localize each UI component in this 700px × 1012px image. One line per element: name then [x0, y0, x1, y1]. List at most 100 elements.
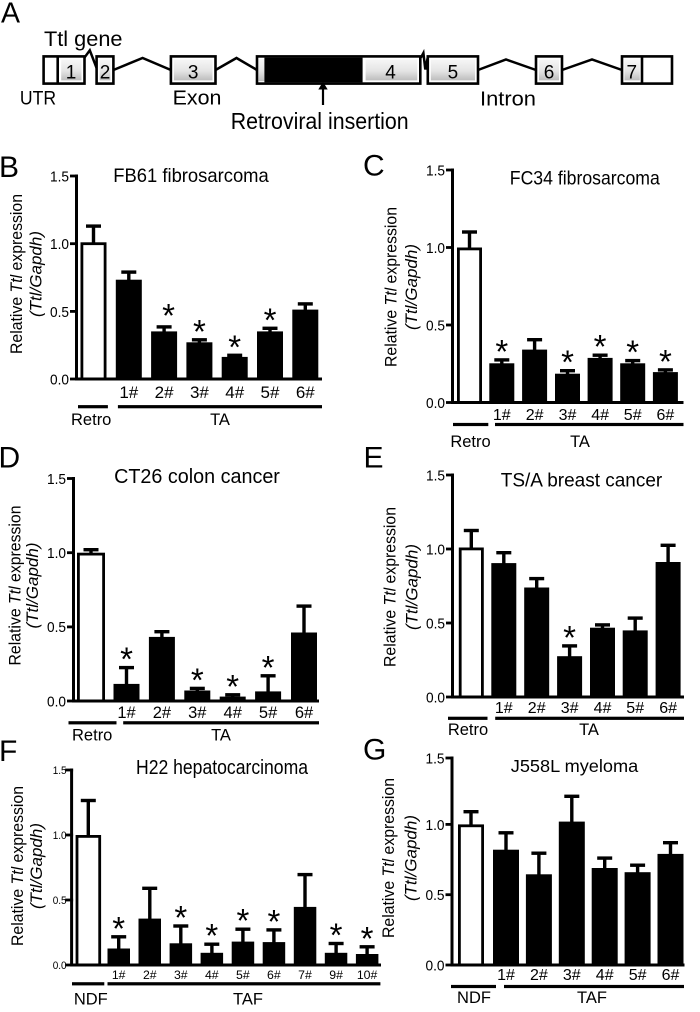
svg-text:FB61 fibrosarcoma: FB61 fibrosarcoma	[113, 165, 269, 187]
svg-text:UTR: UTR	[20, 89, 56, 110]
svg-text:*: *	[264, 301, 277, 338]
svg-text:(Ttl/Gapdh): (Ttl/Gapdh)	[402, 244, 421, 330]
svg-text:*: *	[267, 903, 280, 940]
svg-text:4#: 4#	[591, 407, 609, 424]
svg-text:NDF: NDF	[457, 989, 491, 1007]
svg-text:0.5: 0.5	[50, 304, 69, 321]
svg-text:Retro: Retro	[450, 433, 490, 451]
svg-text:7: 7	[627, 62, 638, 83]
svg-text:1.5: 1.5	[53, 765, 67, 777]
svg-text:*: *	[659, 343, 672, 380]
svg-text:*: *	[495, 333, 508, 370]
svg-text:6#: 6#	[295, 704, 314, 722]
svg-text:1: 1	[66, 62, 77, 83]
svg-text:1.5: 1.5	[426, 162, 445, 179]
svg-text:A: A	[1, 0, 20, 29]
svg-text:6: 6	[544, 62, 555, 83]
svg-text:CT26 colon cancer: CT26 colon cancer	[114, 466, 280, 488]
svg-text:Exon: Exon	[173, 88, 222, 110]
svg-text:1#: 1#	[495, 700, 513, 717]
svg-text:0.0: 0.0	[50, 371, 69, 388]
svg-text:TA: TA	[579, 721, 599, 739]
svg-text:*: *	[594, 328, 607, 365]
svg-text:10#: 10#	[357, 968, 378, 982]
svg-text:6#: 6#	[657, 407, 675, 424]
svg-text:5: 5	[448, 62, 459, 83]
svg-text:(Ttl/Gapdh): (Ttl/Gapdh)	[27, 823, 46, 909]
svg-text:4#: 4#	[224, 704, 243, 722]
svg-text:*: *	[193, 313, 206, 350]
svg-text:1.0: 1.0	[53, 830, 67, 842]
svg-text:6#: 6#	[659, 700, 677, 717]
svg-text:*: *	[561, 344, 574, 381]
svg-text:1.0: 1.0	[426, 541, 445, 558]
svg-text:Retro: Retro	[72, 727, 112, 745]
svg-text:1#: 1#	[117, 704, 136, 722]
svg-text:4#: 4#	[205, 968, 219, 982]
svg-text:*: *	[120, 641, 133, 678]
svg-text:2#: 2#	[155, 383, 174, 402]
svg-text:C: C	[363, 149, 385, 182]
svg-text:D: D	[0, 442, 20, 475]
svg-text:4#: 4#	[594, 700, 612, 717]
svg-text:(Ttl/Gapdh): (Ttl/Gapdh)	[23, 543, 42, 629]
svg-text:Retro: Retro	[448, 721, 488, 739]
svg-text:*: *	[191, 661, 204, 698]
svg-text:2#: 2#	[143, 968, 157, 982]
svg-text:0.5: 0.5	[53, 895, 67, 907]
svg-text:5#: 5#	[626, 700, 644, 717]
svg-text:*: *	[162, 297, 175, 334]
svg-text:0.5: 0.5	[47, 619, 66, 636]
svg-text:1#: 1#	[497, 967, 515, 984]
svg-text:0.0: 0.0	[426, 957, 445, 974]
svg-text:4#: 4#	[225, 383, 244, 402]
svg-text:4#: 4#	[596, 967, 614, 984]
svg-text:TAF: TAF	[577, 989, 607, 1007]
svg-text:B: B	[0, 151, 19, 184]
svg-text:*: *	[174, 899, 187, 936]
svg-text:TA: TA	[570, 433, 590, 451]
svg-text:1#: 1#	[493, 407, 511, 424]
svg-text:Relative Ttl expression: Relative Ttl expression	[381, 507, 400, 667]
svg-text:5#: 5#	[236, 968, 250, 982]
svg-text:J558L myeloma: J558L myeloma	[511, 756, 639, 776]
svg-text:7#: 7#	[298, 968, 312, 982]
svg-text:*: *	[563, 619, 576, 656]
svg-text:3#: 3#	[190, 383, 209, 402]
svg-text:H22 hepatocarcinoma: H22 hepatocarcinoma	[136, 757, 309, 779]
svg-text:6#: 6#	[267, 968, 281, 982]
svg-text:*: *	[236, 902, 249, 939]
svg-text:TS/A breast cancer: TS/A breast cancer	[501, 470, 663, 492]
svg-text:TAF: TAF	[233, 991, 263, 1009]
svg-text:Intron: Intron	[480, 89, 536, 111]
svg-text:FC34 fibrosarcoma: FC34 fibrosarcoma	[510, 168, 660, 190]
svg-text:*: *	[361, 920, 374, 957]
svg-text:F: F	[0, 735, 17, 768]
svg-text:1#: 1#	[119, 383, 138, 402]
svg-text:G: G	[363, 733, 386, 766]
svg-text:Retro: Retro	[71, 411, 111, 429]
svg-text:2#: 2#	[530, 967, 548, 984]
svg-text:*: *	[205, 917, 218, 954]
svg-text:*: *	[330, 917, 343, 954]
svg-text:*: *	[228, 328, 241, 365]
svg-text:TA: TA	[210, 411, 230, 429]
svg-text:0.0: 0.0	[426, 395, 445, 412]
svg-text:6#: 6#	[662, 967, 680, 984]
svg-text:6#: 6#	[296, 383, 315, 402]
svg-text:Ttl gene: Ttl gene	[44, 28, 123, 51]
svg-text:2#: 2#	[528, 700, 546, 717]
svg-text:2#: 2#	[153, 704, 172, 722]
svg-text:3#: 3#	[563, 967, 581, 984]
svg-text:1#: 1#	[112, 968, 126, 982]
svg-text:*: *	[262, 649, 275, 686]
svg-text:0.0: 0.0	[426, 689, 445, 706]
svg-text:1.0: 1.0	[47, 545, 66, 562]
svg-text:1.0: 1.0	[426, 817, 445, 834]
svg-text:0.5: 0.5	[426, 317, 445, 334]
svg-text:9#: 9#	[329, 968, 343, 982]
svg-text:5#: 5#	[259, 704, 278, 722]
svg-text:3#: 3#	[174, 968, 188, 982]
svg-text:1.5: 1.5	[50, 168, 69, 185]
svg-text:(Ttl/Gapdh): (Ttl/Gapdh)	[402, 815, 421, 901]
